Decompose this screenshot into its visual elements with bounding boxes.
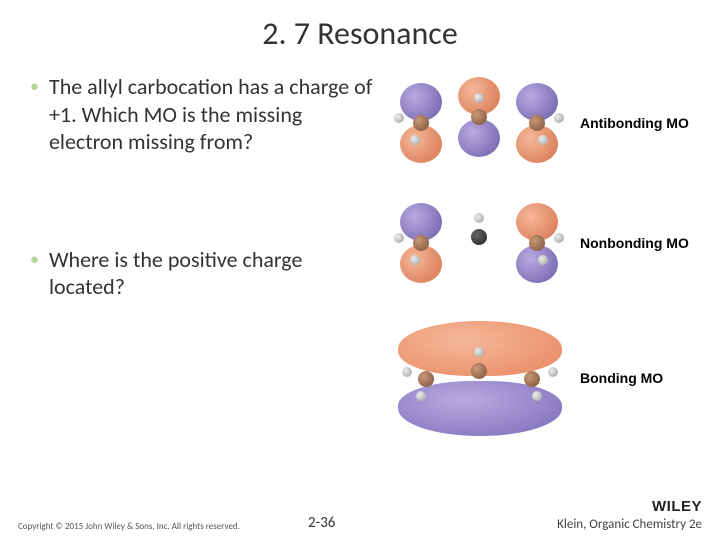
bullet-marker: • [30,75,39,97]
copyright-text: Copyright © 2015 John Wiley & Sons, Inc.… [18,521,268,532]
antibonding-mo-row: Antibonding MO [390,73,700,173]
bullet-item: • Where is the positive charge located? [30,246,380,301]
bonding-mo-row: Bonding MO [390,313,700,443]
text-column: • The allyl carbocation has a charge of … [30,73,390,463]
bullet-item: • The allyl carbocation has a charge of … [30,73,380,156]
bullet-text: Where is the positive charge located? [49,246,380,301]
nonbonding-mo-row: Nonbonding MO [390,193,700,293]
content-area: • The allyl carbocation has a charge of … [0,63,720,463]
textbook-ref: Klein, Organic Chemistry 2e [557,517,702,532]
publisher-block: WILEY Klein, Organic Chemistry 2e [557,498,702,532]
footer: Copyright © 2015 John Wiley & Sons, Inc.… [0,498,720,532]
diagram-column: Antibonding MO Nonbonding MO [390,73,700,463]
nonbonding-mo-diagram [390,193,570,293]
bonding-label: Bonding MO [580,370,663,386]
nonbonding-label: Nonbonding MO [580,235,689,251]
bullet-marker: • [30,248,39,270]
antibonding-label: Antibonding MO [580,115,689,131]
slide-title: 2. 7 Resonance [0,0,720,63]
wiley-logo: WILEY [557,498,702,515]
antibonding-mo-diagram [390,73,570,173]
bullet-text: The allyl carbocation has a charge of +1… [49,73,380,156]
bonding-mo-diagram [390,313,570,443]
page-number: 2-36 [308,514,335,532]
